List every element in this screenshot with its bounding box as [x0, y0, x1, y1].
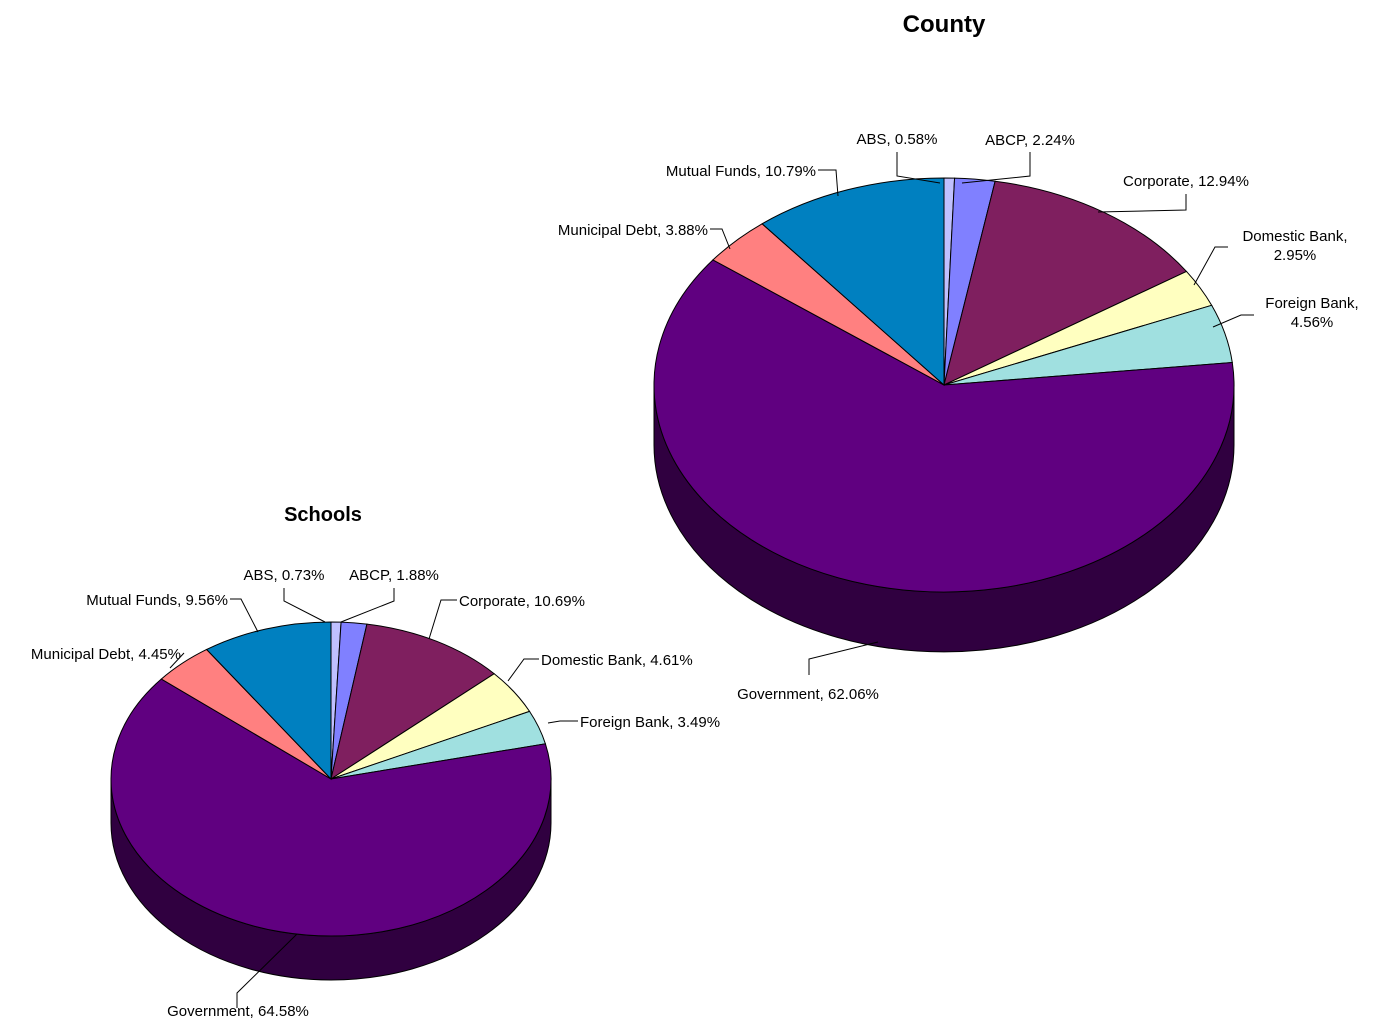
pie-data-labels: ABS, 0.73% ABCP, 1.88% Corporate, 10.69% Do… — [31, 567, 720, 1020]
pie-slice-corporate — [330, 623, 496, 781]
leader-line — [507, 658, 539, 682]
chart-title: Schools — [284, 504, 362, 526]
data-label-abs: ABS, 0.73% — [244, 567, 325, 584]
pie-slices — [110, 621, 552, 937]
data-label-domestic-bank: Domestic Bank, 2.95% — [1242, 228, 1347, 264]
data-label-mutual-funds: Mutual Funds, 9.56% — [86, 592, 228, 609]
leader-line — [547, 720, 578, 724]
leader-line — [710, 228, 731, 250]
pie-slice-government — [653, 259, 1235, 593]
data-label-government: Government, 62.06% — [737, 686, 879, 703]
data-label-corporate: Corporate, 12.94% — [1123, 173, 1249, 190]
leader-line — [961, 152, 1031, 184]
leader-line — [1193, 246, 1228, 286]
leader-line — [230, 598, 259, 633]
leader-line — [236, 933, 298, 1008]
pie-slice-government — [110, 678, 552, 937]
data-label-foreign-bank: Foreign Bank, 3.49% — [580, 714, 720, 731]
data-label-domestic-bank: Domestic Bank, 4.61% — [541, 652, 693, 669]
leader-line — [818, 169, 839, 197]
leader-line — [1097, 194, 1187, 213]
data-label-municipal-debt: Municipal Debt, 4.45% — [31, 646, 181, 663]
data-label-corporate: Corporate, 10.69% — [459, 593, 585, 610]
leader-line — [283, 588, 326, 623]
leader-line — [1212, 314, 1254, 328]
data-label-government: Government, 64.58% — [167, 1003, 309, 1020]
pie-slices — [653, 177, 1235, 593]
schools-pie-chart: Schools ABS, 0.73% ABCP, 1.88% Corporate, … — [31, 504, 720, 1020]
chart-title: County — [903, 11, 986, 38]
county-pie-chart: County ABS, 0.58% ABCP, 2.24% Corporate, 1… — [558, 11, 1359, 703]
data-label-abs: ABS, 0.58% — [857, 131, 938, 148]
leader-line — [340, 588, 395, 623]
data-label-foreign-bank: Foreign Bank, 4.56% — [1265, 295, 1358, 331]
leader-line — [428, 599, 457, 640]
leader-line — [808, 641, 879, 675]
data-label-mutual-funds: Mutual Funds, 10.79% — [666, 163, 816, 180]
leader-line — [896, 152, 941, 184]
data-label-municipal-debt: Municipal Debt, 3.88% — [558, 222, 708, 239]
leader-line — [169, 652, 185, 669]
pie-slice-mutual-funds — [761, 177, 945, 387]
data-label-abcp: ABCP, 2.24% — [985, 132, 1075, 149]
pie-data-labels: ABS, 0.58% ABCP, 2.24% Corporate, 12.94% Do… — [558, 131, 1359, 703]
data-label-abcp: ABCP, 1.88% — [349, 567, 439, 584]
